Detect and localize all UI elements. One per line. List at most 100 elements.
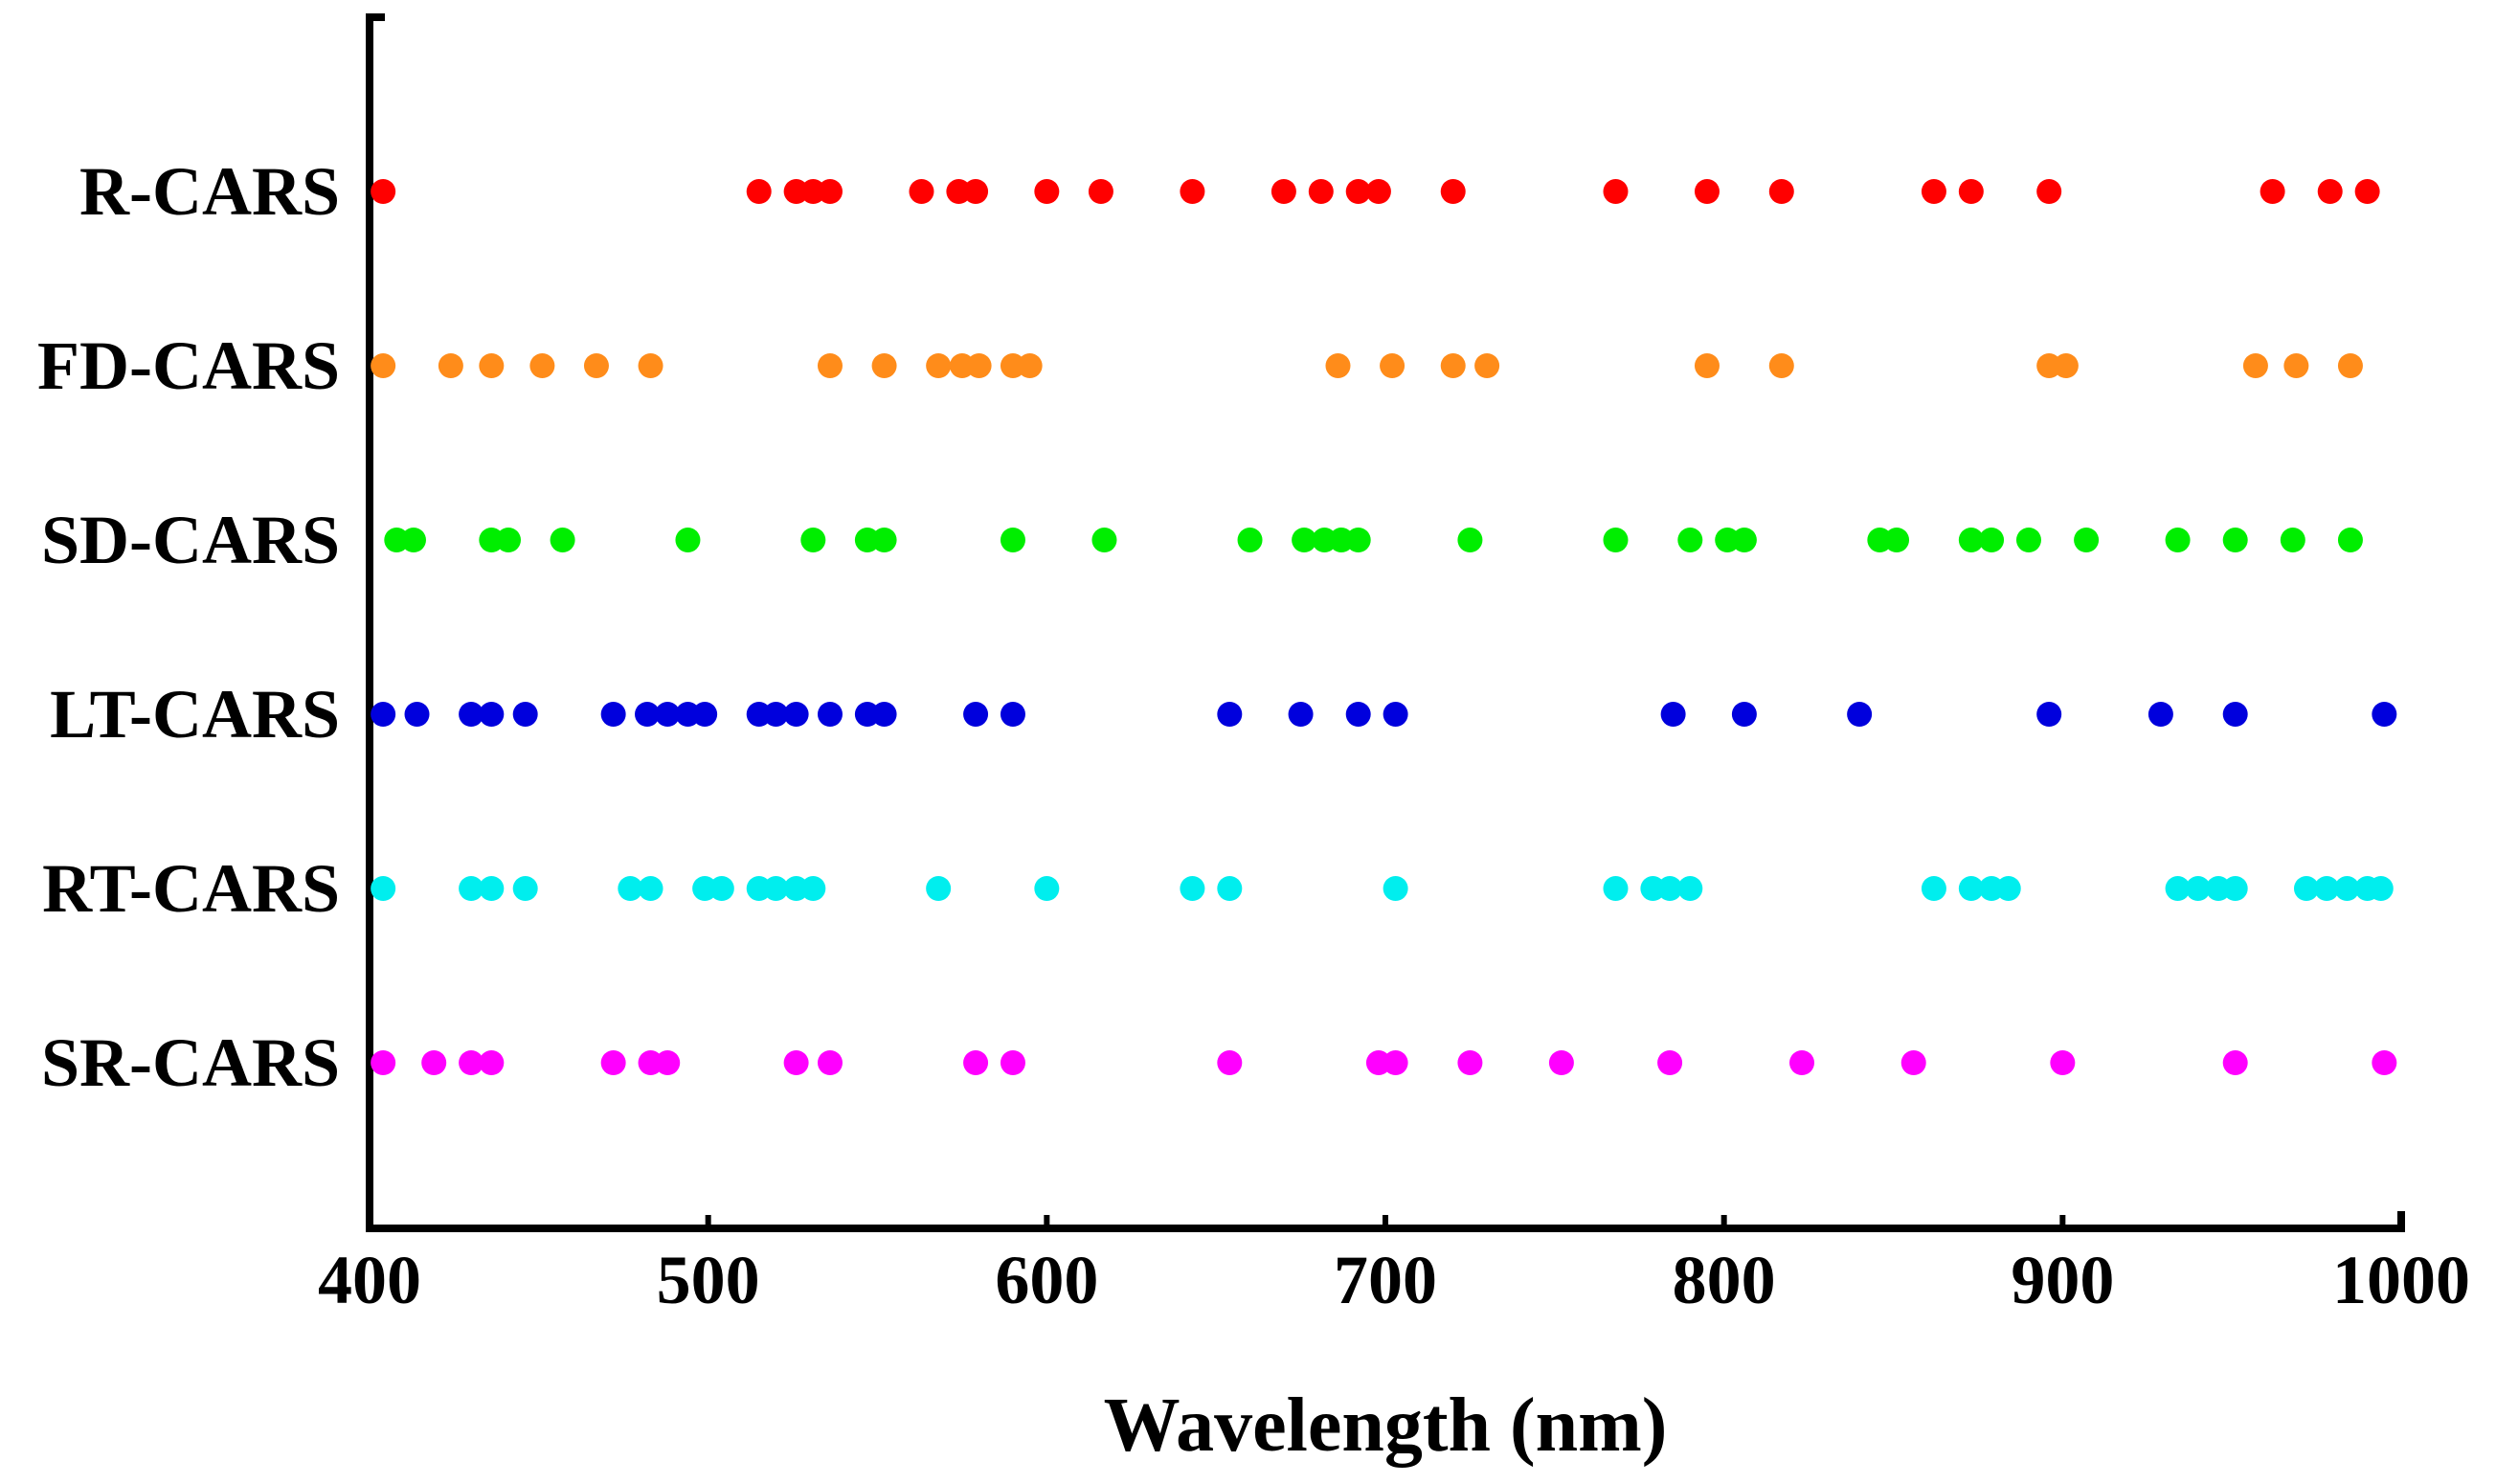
- data-point: [2372, 1050, 2397, 1075]
- data-point: [1694, 179, 1720, 204]
- data-point: [2280, 528, 2305, 552]
- x-axis-title: Wavelength (nm): [1104, 1383, 1668, 1468]
- data-point: [1731, 702, 1757, 727]
- data-point: [2317, 179, 2343, 204]
- data-point: [600, 1050, 626, 1075]
- data-point: [1288, 702, 1314, 727]
- data-point: [459, 1050, 484, 1075]
- data-point: [1768, 179, 1794, 204]
- data-point: [909, 179, 934, 204]
- data-point: [371, 353, 396, 378]
- data-point: [871, 353, 897, 378]
- data-point: [459, 702, 484, 727]
- data-point: [2354, 179, 2380, 204]
- data-point: [1921, 876, 1946, 901]
- data-point: [1292, 528, 1317, 552]
- x-tick-label: 1000: [2332, 1242, 2470, 1318]
- data-point: [583, 353, 609, 378]
- data-point: [2222, 702, 2248, 727]
- data-point: [479, 353, 505, 378]
- data-point: [2260, 179, 2285, 204]
- data-point: [550, 528, 575, 552]
- data-point: [763, 702, 789, 727]
- data-point: [2036, 702, 2062, 727]
- data-point: [1694, 353, 1720, 378]
- data-point: [1958, 528, 1984, 552]
- data-point: [1217, 876, 1243, 901]
- data-point: [438, 353, 463, 378]
- data-point: [1440, 179, 1466, 204]
- data-point: [2242, 353, 2268, 378]
- data-point: [1657, 1050, 1683, 1075]
- data-point: [817, 702, 843, 727]
- data-point: [1365, 179, 1391, 204]
- data-point: [600, 702, 626, 727]
- data-point: [1380, 353, 1405, 378]
- data-point: [2147, 702, 2173, 727]
- data-point: [1345, 702, 1371, 727]
- data-point: [2293, 876, 2319, 901]
- data-point: [1603, 179, 1629, 204]
- data-point: [1270, 179, 1296, 204]
- data-point: [1091, 528, 1117, 552]
- data-point: [1440, 353, 1466, 378]
- category-label: R-CARS: [79, 153, 340, 230]
- data-point: [1657, 876, 1683, 901]
- data-point: [1603, 876, 1629, 901]
- data-point: [708, 876, 734, 901]
- data-point: [2283, 353, 2309, 378]
- data-points: [371, 179, 2397, 1075]
- data-point: [963, 702, 989, 727]
- data-point: [479, 876, 505, 901]
- data-point: [1677, 876, 1703, 901]
- data-point: [1789, 1050, 1815, 1075]
- data-point: [800, 876, 826, 901]
- data-point: [2222, 528, 2248, 552]
- data-point: [2337, 353, 2363, 378]
- data-point: [817, 353, 843, 378]
- data-point: [1958, 876, 1984, 901]
- data-point: [371, 1050, 396, 1075]
- category-label: LT-CARS: [50, 676, 340, 753]
- data-point: [2074, 528, 2100, 552]
- data-point: [763, 876, 789, 901]
- data-point: [2036, 179, 2062, 204]
- data-point: [638, 353, 663, 378]
- data-point: [512, 876, 538, 901]
- data-point: [1995, 876, 2021, 901]
- data-point: [926, 876, 952, 901]
- data-point: [512, 702, 538, 727]
- data-point: [655, 1050, 681, 1075]
- data-point: [496, 528, 522, 552]
- data-point: [1958, 179, 1984, 204]
- x-tick-label: 600: [995, 1242, 1098, 1318]
- data-point: [1457, 1050, 1483, 1075]
- x-tick-label: 800: [1673, 1242, 1776, 1318]
- data-point: [1979, 528, 2005, 552]
- data-point: [966, 353, 992, 378]
- data-point: [692, 702, 718, 727]
- data-point: [1383, 1050, 1408, 1075]
- data-point: [1325, 353, 1351, 378]
- x-tick-label: 700: [1334, 1242, 1437, 1318]
- data-point: [1383, 702, 1408, 727]
- data-point: [1768, 353, 1794, 378]
- data-point: [800, 528, 826, 552]
- data-point: [2165, 876, 2191, 901]
- data-point: [1308, 179, 1334, 204]
- data-point: [2314, 876, 2340, 901]
- data-point: [1345, 179, 1371, 204]
- category-label: RT-CARS: [42, 850, 340, 927]
- data-point: [479, 1050, 505, 1075]
- data-point: [1180, 179, 1205, 204]
- data-point: [817, 1050, 843, 1075]
- data-point: [1474, 353, 1500, 378]
- data-point: [1731, 528, 1757, 552]
- category-label: FD-CARS: [37, 327, 340, 404]
- data-point: [1847, 702, 1873, 727]
- x-tick-label: 500: [657, 1242, 760, 1318]
- data-point: [1217, 702, 1243, 727]
- data-point: [1383, 876, 1408, 901]
- data-point: [817, 179, 843, 204]
- data-point: [618, 876, 643, 901]
